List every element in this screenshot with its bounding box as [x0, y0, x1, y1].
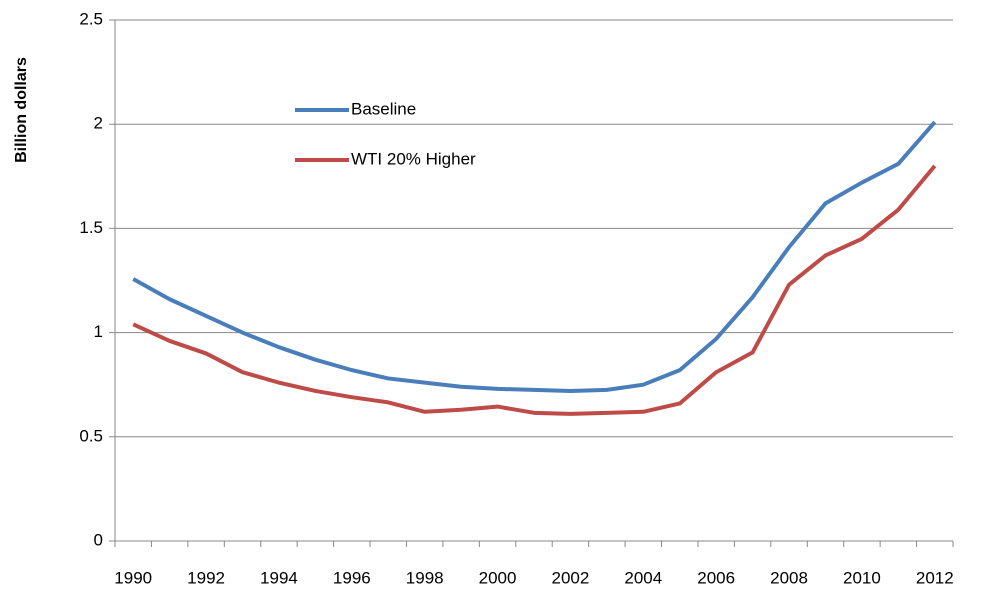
x-tick-label: 2002 — [552, 568, 590, 587]
x-tick-label: 2008 — [770, 568, 808, 587]
x-tick-label: 1996 — [333, 568, 371, 587]
x-tick-label: 1992 — [187, 568, 225, 587]
y-tick-label: 1 — [94, 322, 103, 341]
x-tick-label: 2012 — [916, 568, 954, 587]
x-tick-label: 1998 — [406, 568, 444, 587]
y-tick-label: 0 — [94, 530, 103, 549]
series-line — [132, 120, 937, 393]
y-tick-label: 1.5 — [79, 218, 103, 237]
x-tick-label: 2000 — [479, 568, 517, 587]
x-tick-label: 2004 — [624, 568, 662, 587]
y-tick-label: 0.5 — [79, 426, 103, 445]
x-tick-label: 1994 — [260, 568, 298, 587]
x-tick-label: 2006 — [697, 568, 735, 587]
legend-label: WTI 20% Higher — [351, 149, 476, 168]
y-tick-label: 2 — [94, 114, 103, 133]
y-tick-label: 2.5 — [79, 9, 103, 28]
series-line — [132, 164, 937, 416]
x-tick-label: 2010 — [843, 568, 881, 587]
y-axis-label: Billion dollars — [13, 57, 30, 163]
legend-label: Baseline — [351, 99, 416, 118]
x-tick-label: 1990 — [114, 568, 152, 587]
